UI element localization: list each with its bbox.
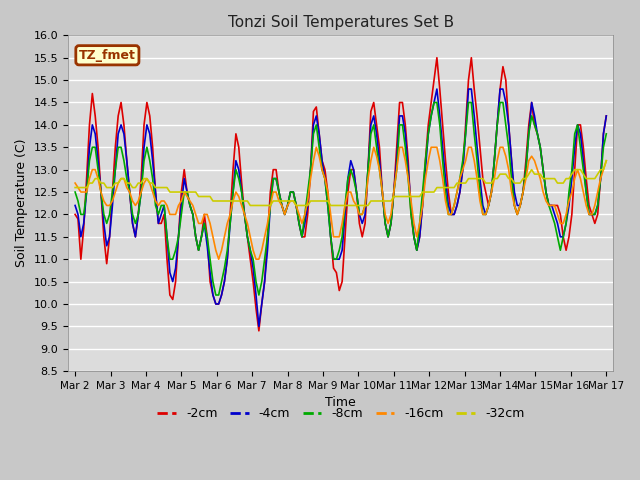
Title: Tonzi Soil Temperatures Set B: Tonzi Soil Temperatures Set B (228, 15, 454, 30)
Text: TZ_fmet: TZ_fmet (79, 49, 136, 62)
X-axis label: Time: Time (325, 396, 356, 409)
Legend: -2cm, -4cm, -8cm, -16cm, -32cm: -2cm, -4cm, -8cm, -16cm, -32cm (152, 402, 529, 425)
Y-axis label: Soil Temperature (C): Soil Temperature (C) (15, 139, 28, 267)
